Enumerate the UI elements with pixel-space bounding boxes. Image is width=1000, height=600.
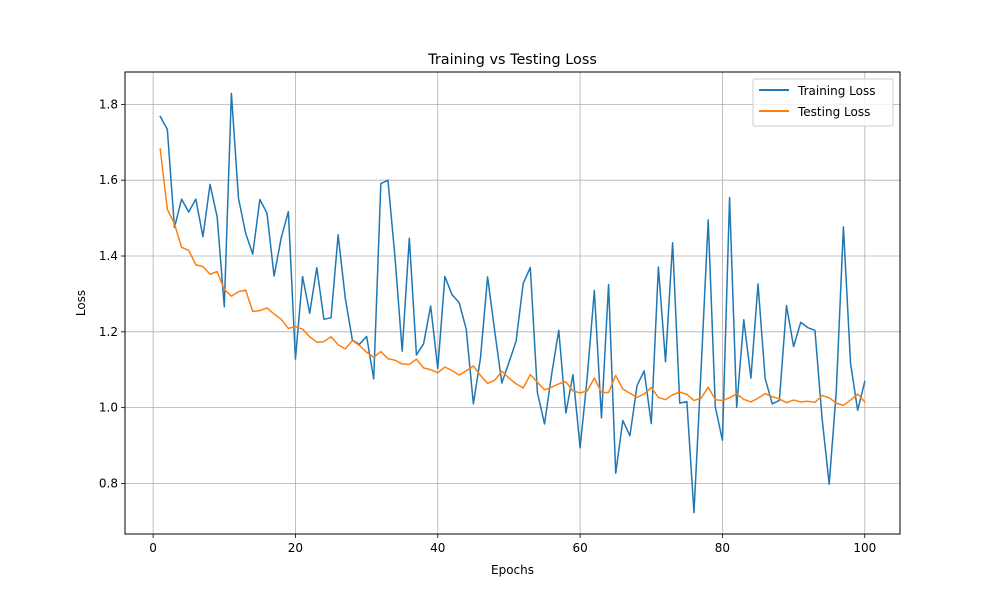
- x-axis-label: Epochs: [491, 563, 534, 577]
- plot-area-frame: [124, 71, 901, 535]
- x-tick-label: 60: [572, 541, 587, 555]
- legend: Training Loss Testing Loss: [752, 78, 894, 127]
- x-tick-label: 80: [715, 541, 730, 555]
- y-tick-label: 1.2: [99, 325, 118, 339]
- y-tick-label: 1.0: [99, 401, 118, 415]
- x-tick-label: 40: [430, 541, 445, 555]
- x-tick-label: 20: [288, 541, 303, 555]
- x-tick-label: 100: [853, 541, 876, 555]
- y-axis-label: Loss: [74, 290, 88, 316]
- legend-label-testing: Testing Loss: [797, 105, 870, 119]
- legend-label-training: Training Loss: [797, 84, 875, 98]
- axis-ticks: 0 20 40 60 80 100 0.8 1.0 1.2 1.4 1.6 1.8: [99, 97, 876, 555]
- y-tick-label: 1.4: [99, 249, 118, 263]
- series-line-training-loss: [159, 92, 866, 514]
- y-tick-label: 0.8: [99, 476, 118, 490]
- series-line-testing-loss: [159, 148, 866, 407]
- y-tick-label: 1.6: [99, 173, 118, 187]
- series-lines: [159, 92, 866, 514]
- chart-title: Training vs Testing Loss: [427, 52, 597, 68]
- grid-lines: [125, 72, 900, 534]
- x-tick-label: 0: [149, 541, 157, 555]
- y-tick-label: 1.8: [99, 97, 118, 111]
